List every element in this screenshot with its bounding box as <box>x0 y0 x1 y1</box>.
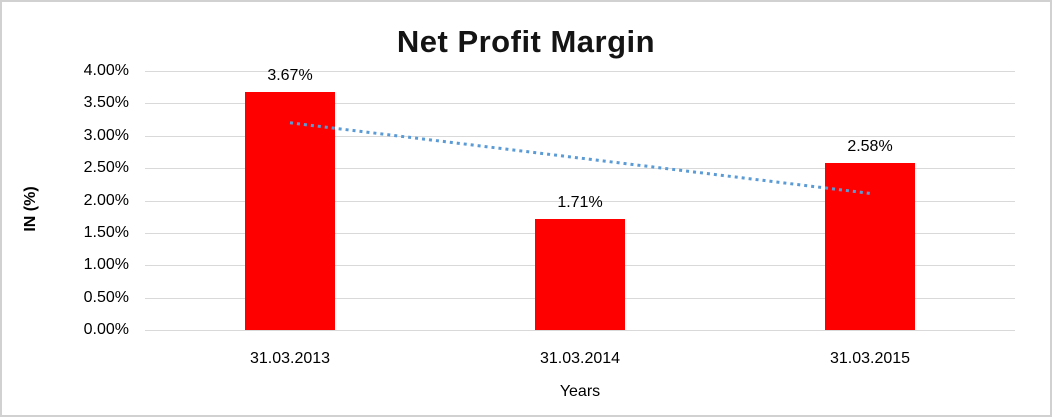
chart-title: Net Profit Margin <box>396 24 656 59</box>
bar <box>825 162 915 330</box>
bar-value-label: 3.67% <box>267 67 313 85</box>
bar <box>535 219 625 330</box>
gridline <box>145 103 1015 105</box>
bar-value-label: 1.71% <box>557 194 603 212</box>
gridline <box>145 200 1015 202</box>
y-axis-tick-label: 1.00% <box>83 256 129 274</box>
y-axis-tick-label: 2.00% <box>83 191 129 209</box>
plot-area: 0.00% 0.50% 1.00% 1.50% 2.00% 2.50% 3.00% 3.50%… <box>84 62 1015 367</box>
y-axis-tick-label: 3.50% <box>83 94 129 112</box>
y-axis-tick-label: 2.50% <box>83 159 129 177</box>
y-axis-tick-label: 0.50% <box>83 288 129 306</box>
y-axis-tick-label: 3.00% <box>83 126 129 144</box>
x-axis-tick-label: 31.03.2014 <box>539 350 621 367</box>
y-axis-tick-label: 1.50% <box>83 223 129 241</box>
x-axis-title: Years <box>559 383 601 400</box>
gridline <box>145 71 1015 72</box>
gridline <box>145 330 1015 331</box>
x-axis-tick-label: 31.03.2013 <box>249 350 331 367</box>
y-axis-tick-label: 0.00% <box>83 321 129 338</box>
y-axis-tick-label: 4.00% <box>83 62 129 79</box>
bar <box>245 92 335 330</box>
x-axis-tick-label: 31.03.2015 <box>829 350 911 367</box>
bar-value-label: 2.58% <box>847 137 893 155</box>
